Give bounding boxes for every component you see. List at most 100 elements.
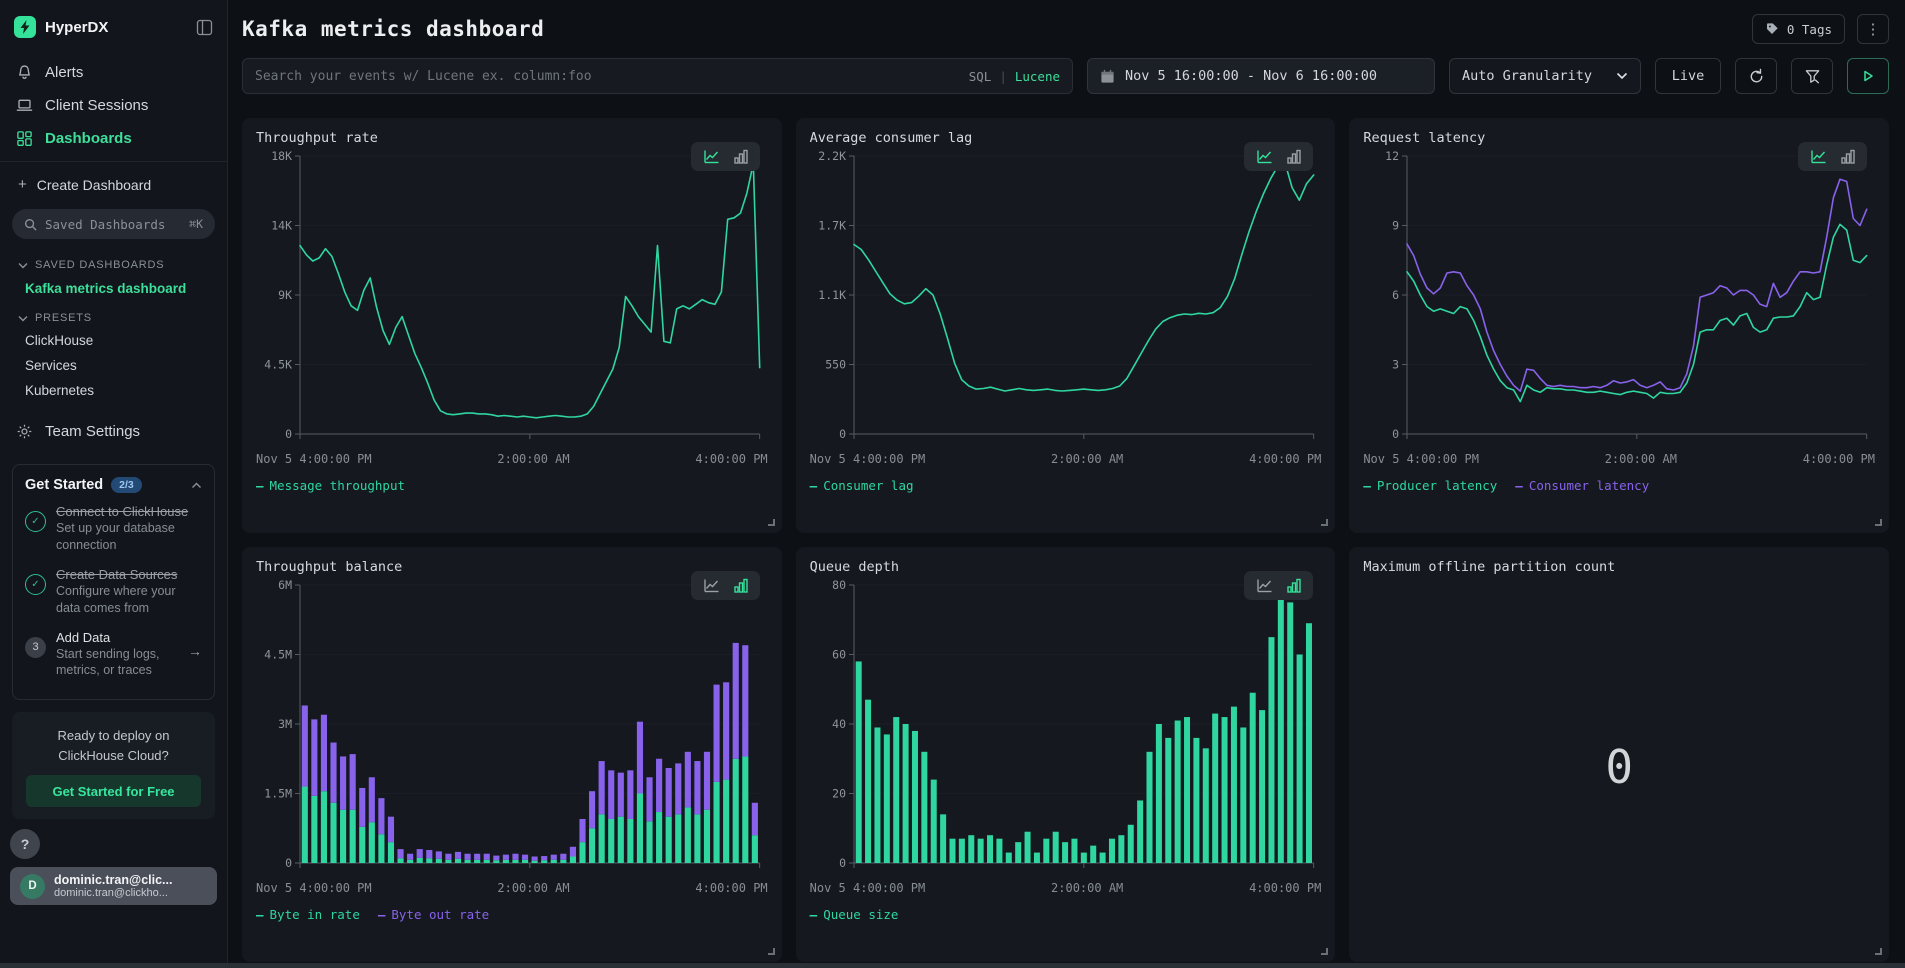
promo-text: Ready to deploy on xyxy=(57,728,170,744)
sidebar-item-services[interactable]: Services xyxy=(25,358,77,373)
date-range-picker[interactable]: Nov 5 16:00:00 - Nov 6 16:00:00 xyxy=(1087,58,1435,94)
svg-text:80: 80 xyxy=(832,578,846,592)
bar-chart-icon[interactable] xyxy=(733,149,748,164)
x-tick-label: 4:00:00 PM xyxy=(695,881,768,895)
refresh-button[interactable] xyxy=(1735,58,1777,94)
chart-title: Average consumer lag xyxy=(809,130,973,146)
promo-text: ClickHouse Cloud? xyxy=(58,747,169,763)
presets-section-toggle[interactable]: PRESETS xyxy=(0,302,227,328)
chevron-down-icon xyxy=(18,315,28,321)
get-started-title: Get Started xyxy=(25,477,104,493)
search-placeholder: Saved Dashboards xyxy=(45,216,166,232)
sidebar-item-team-settings[interactable]: Team Settings xyxy=(0,403,227,446)
horizontal-scrollbar[interactable] xyxy=(0,963,1905,968)
panel-request-latency: Request latency 0 3 6 9 12 Nov 5 4:00:00 PM … xyxy=(1349,118,1889,533)
bar-chart-icon[interactable] xyxy=(1287,149,1302,164)
granularity-value: Auto Granularity xyxy=(1462,68,1593,84)
panel-resize-handle[interactable] xyxy=(1875,948,1882,955)
sidebar-item-kafka-dashboard[interactable]: Kafka metrics dashboard xyxy=(25,281,187,296)
help-button[interactable]: ? xyxy=(10,829,40,860)
filter-icon xyxy=(1805,69,1819,84)
svg-text:6: 6 xyxy=(1392,288,1399,302)
event-search-input[interactable]: Search your events w/ Lucene ex. column:… xyxy=(242,58,1073,94)
search-placeholder: Search your events w/ Lucene ex. column:… xyxy=(255,68,592,84)
panel-resize-handle[interactable] xyxy=(767,948,775,955)
clickhouse-cloud-promo: Ready to deploy on ClickHouse Cloud? Get… xyxy=(12,712,215,820)
panel-resize-handle[interactable] xyxy=(1321,519,1329,526)
granularity-select[interactable]: Auto Granularity xyxy=(1449,58,1641,94)
chart-canvas[interactable]: 0 1.5M 3M 4.5M 6M xyxy=(256,577,768,879)
lucene-toggle[interactable]: Lucene xyxy=(1014,68,1060,84)
play-icon xyxy=(1864,70,1873,82)
step-description: Start sending logs, metrics, or traces xyxy=(56,646,160,678)
legend-item[interactable]: — Consumer lag xyxy=(809,478,914,493)
legend-item[interactable]: — Producer latency xyxy=(1363,478,1498,493)
tags-button-label: 0 Tags xyxy=(1786,21,1832,37)
saved-dashboards-search-input[interactable]: Saved Dashboards ⌘K xyxy=(12,209,215,239)
panel-resize-handle[interactable] xyxy=(1321,948,1329,955)
bar-chart-icon[interactable] xyxy=(1841,149,1855,164)
chart-title: Maximum offline partition count xyxy=(1363,559,1616,575)
get-started-step-1[interactable]: ✓ Connect to ClickHouse Set up your data… xyxy=(25,503,202,554)
legend-item[interactable]: — Message throughput xyxy=(256,478,405,493)
sidebar-item-kubernetes[interactable]: Kubernetes xyxy=(25,383,95,398)
panel-resize-handle[interactable] xyxy=(1875,519,1882,526)
chevron-up-icon[interactable] xyxy=(191,482,202,489)
search-icon xyxy=(24,218,37,231)
sidebar-item-label: Client Sessions xyxy=(45,97,149,114)
svg-text:9: 9 xyxy=(1392,219,1399,233)
get-started-step-2[interactable]: ✓ Create Data Sources Configure where yo… xyxy=(25,566,202,617)
live-button[interactable]: Live xyxy=(1655,58,1721,94)
avatar: D xyxy=(20,873,45,899)
tags-button[interactable]: 0 Tags xyxy=(1751,14,1845,44)
line-chart-icon[interactable] xyxy=(1810,149,1827,164)
main-content: Kafka metrics dashboard 0 Tags ⋮ Search … xyxy=(228,0,1905,968)
filter-button[interactable] xyxy=(1791,58,1833,94)
sidebar-collapse-icon[interactable] xyxy=(196,19,213,36)
get-started-step-3[interactable]: 3 Add Data Start sending logs, metrics, … xyxy=(25,629,202,680)
svg-text:40: 40 xyxy=(832,717,846,731)
legend: — Consumer lag xyxy=(810,478,1322,493)
legend-item[interactable]: — Byte in rate xyxy=(256,907,360,922)
sql-toggle[interactable]: SQL xyxy=(968,68,992,84)
chart-canvas[interactable]: 0 4.5K 9K 14K 18K xyxy=(256,148,768,450)
x-tick-label: Nov 5 4:00:00 PM xyxy=(809,452,926,466)
section-header-label: SAVED DASHBOARDS xyxy=(35,259,165,271)
panel-throughput-rate: Throughput rate 0 4.5K 9K 14K 18K Nov 5 4:00… xyxy=(242,118,782,533)
chart-canvas[interactable]: 0 3 6 9 12 xyxy=(1363,148,1875,450)
panel-resize-handle[interactable] xyxy=(767,519,775,526)
line-chart-icon[interactable] xyxy=(703,578,720,593)
x-tick-label: 2:00:00 AM xyxy=(1604,452,1677,466)
bar-chart-icon[interactable] xyxy=(1287,578,1302,593)
user-email: dominic.tran@clickho... xyxy=(54,887,168,900)
legend-item[interactable]: — Consumer latency xyxy=(1515,478,1650,493)
svg-text:3M: 3M xyxy=(278,717,292,731)
sidebar-header: HyperDX xyxy=(0,0,227,52)
svg-text:20: 20 xyxy=(832,787,846,801)
run-query-button[interactable] xyxy=(1847,58,1889,94)
x-axis-labels: Nov 5 4:00:00 PM 2:00:00 AM 4:00:00 PM xyxy=(256,452,768,466)
chart-canvas[interactable]: 0 20 40 60 80 xyxy=(810,577,1322,879)
get-started-free-button[interactable]: Get Started for Free xyxy=(26,775,201,808)
x-tick-label: Nov 5 4:00:00 PM xyxy=(256,452,372,466)
saved-dashboards-section-toggle[interactable]: SAVED DASHBOARDS xyxy=(0,249,227,275)
panel-average-consumer-lag: Average consumer lag 0 550 1.1K 1.7K 2.2K No… xyxy=(795,118,1336,533)
brand-name: HyperDX xyxy=(45,18,109,36)
sidebar-item-dashboards[interactable]: Dashboards xyxy=(0,122,227,155)
line-chart-icon[interactable] xyxy=(1256,578,1273,593)
sidebar-item-alerts[interactable]: Alerts xyxy=(0,56,227,89)
sidebar-item-client-sessions[interactable]: Client Sessions xyxy=(0,89,227,122)
line-chart-icon[interactable] xyxy=(703,149,720,164)
sidebar-item-clickhouse[interactable]: ClickHouse xyxy=(25,333,94,348)
kebab-menu-button[interactable]: ⋮ xyxy=(1857,14,1889,44)
hyperdx-logo-icon xyxy=(14,16,36,38)
create-dashboard-button[interactable]: + Create Dashboard xyxy=(0,162,227,199)
legend-item[interactable]: — Byte out rate xyxy=(377,907,490,922)
step-description: Set up your database connection xyxy=(56,521,175,552)
line-chart-icon[interactable] xyxy=(1256,149,1273,164)
legend-item[interactable]: — Queue size xyxy=(809,907,899,922)
bar-chart-icon[interactable] xyxy=(733,578,748,593)
user-menu[interactable]: D dominic.tran@clic... dominic.tran@clic… xyxy=(10,867,217,906)
x-axis-labels: Nov 5 4:00:00 PM 2:00:00 AM 4:00:00 PM xyxy=(1363,452,1875,466)
chart-canvas[interactable]: 0 550 1.1K 1.7K 2.2K xyxy=(810,148,1322,450)
